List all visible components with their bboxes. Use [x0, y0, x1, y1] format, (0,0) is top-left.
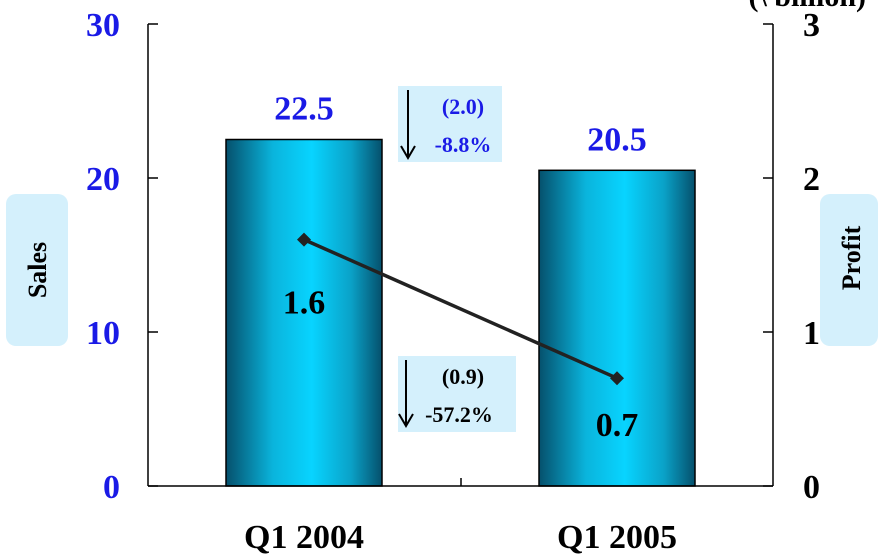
profit-change-amount: (0.9): [442, 364, 484, 389]
sales-change-amount: (2.0): [442, 94, 484, 119]
sales-change-percent: -8.8%: [435, 132, 492, 157]
y2-tick-label-1: 1: [803, 315, 820, 352]
sales-change-arrow-icon: [400, 145, 416, 160]
y2-tick-label-0: 0: [803, 469, 820, 506]
profit-change-callout: (0.9) -57.2%: [398, 356, 516, 432]
x-tick-label-1: Q1 2004: [244, 519, 364, 556]
profit-line: [303, 237, 618, 380]
y-tick-label-2: 20: [86, 161, 120, 198]
y-tick-label-0: 0: [103, 469, 120, 506]
bar-label-2: 20.5: [587, 121, 647, 158]
y2-axis-title-box: [820, 194, 878, 346]
y2-tick-label-3: 3: [803, 7, 820, 44]
unit-label: (\ billion): [748, 0, 866, 13]
x-tick-label-2: Q1 2005: [557, 519, 677, 556]
bar-label-1: 22.5: [274, 91, 334, 128]
profit-point-1: [297, 232, 311, 247]
sales-change-box: [398, 86, 502, 162]
y2-tick-label-2: 2: [803, 161, 820, 198]
profit-change-box: [398, 356, 516, 432]
y-tick-label-3: 30: [86, 7, 120, 44]
profit-change-arrow-icon: [398, 413, 414, 428]
bar-1: [225, 138, 383, 487]
profit-point-2: [610, 371, 624, 386]
sales-change-callout: (2.0) -8.8%: [398, 86, 502, 162]
y2-axis-title: Profit: [837, 225, 866, 290]
y-axis-title-box: [6, 194, 68, 346]
y-tick-label-1: 10: [86, 315, 120, 352]
profit-change-percent: -57.2%: [425, 402, 493, 427]
y-axis-title: Sales: [23, 242, 52, 298]
profit-point-label-2: 0.7: [596, 407, 639, 444]
profit-point-label-1: 1.6: [283, 285, 326, 322]
